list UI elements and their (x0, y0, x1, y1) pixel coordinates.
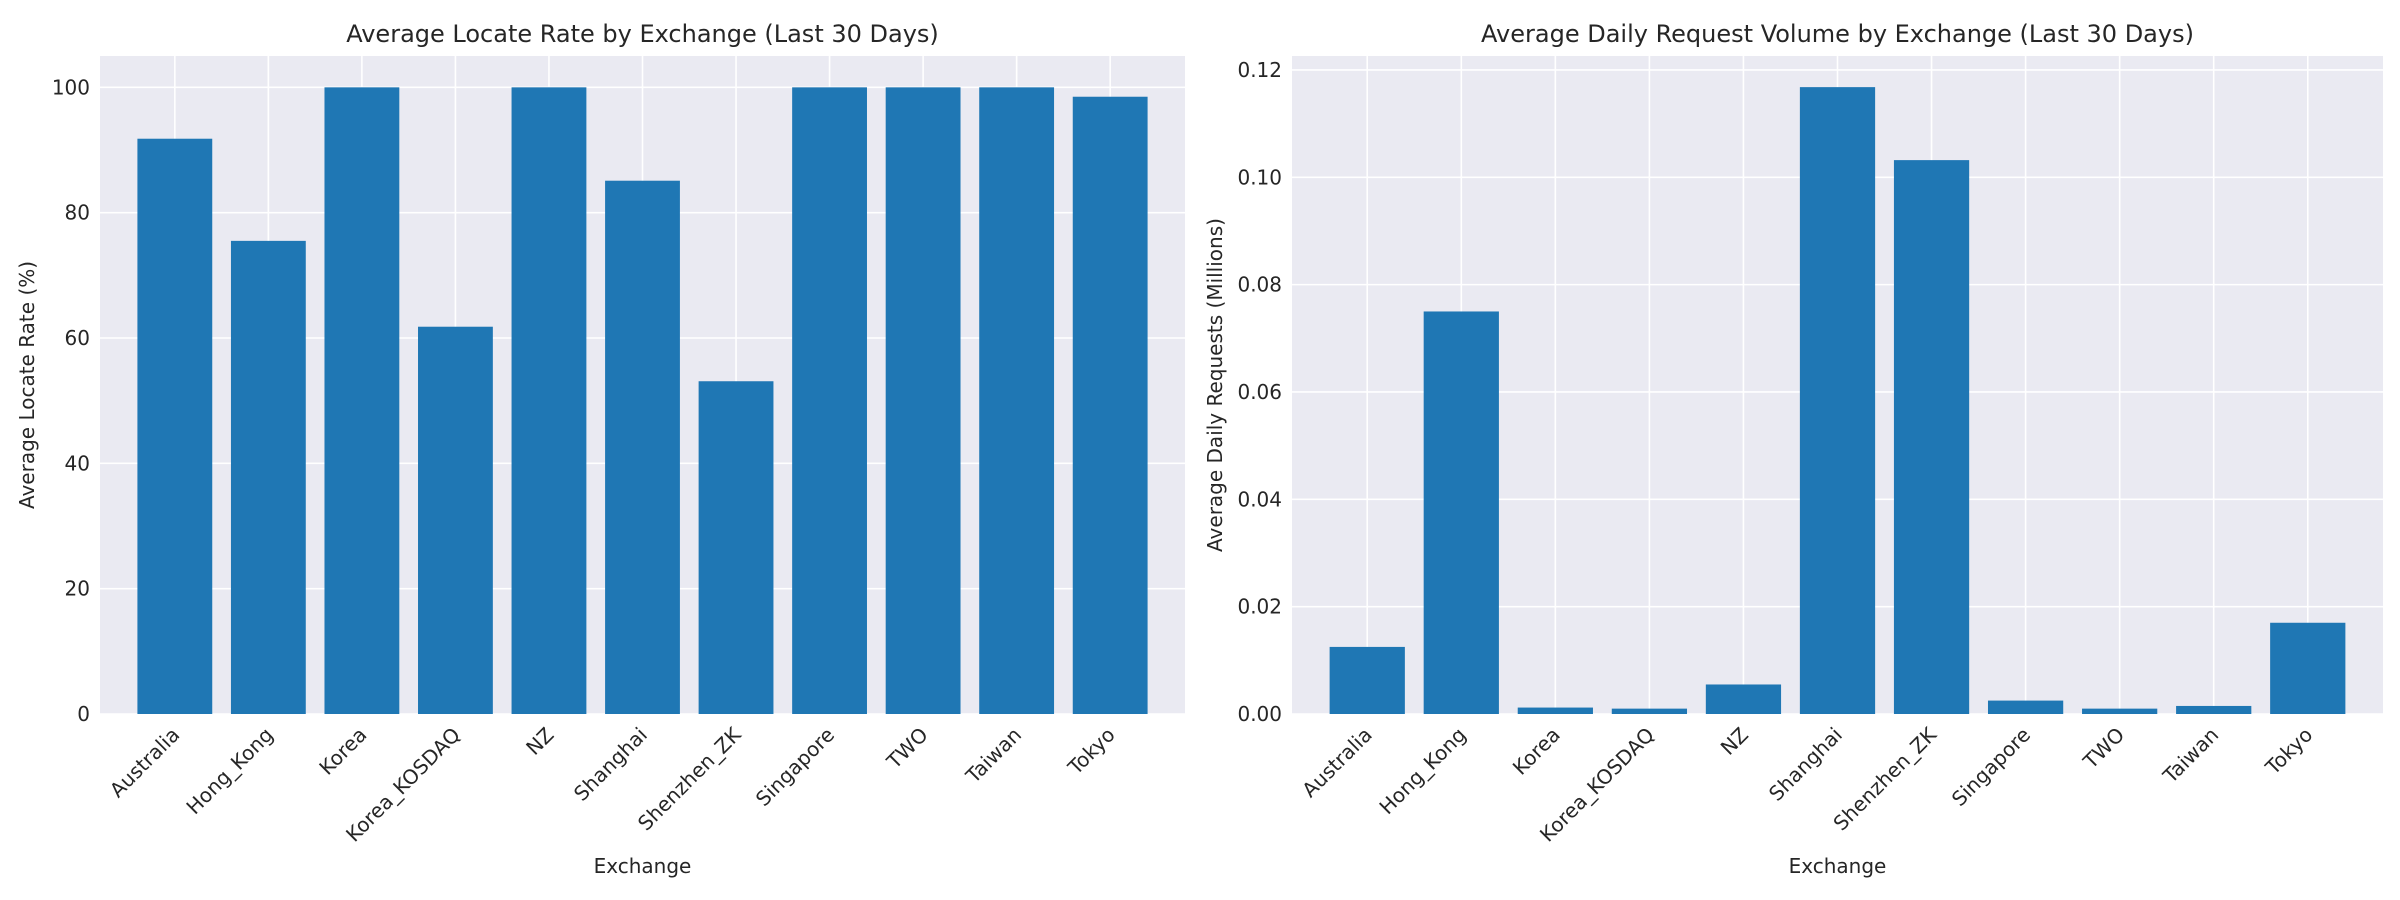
y-tick-label: 80 (65, 201, 90, 225)
bar-korea (1517, 707, 1593, 714)
bar-shanghai (1799, 87, 1876, 714)
x-tick-label: Shanghai (569, 723, 652, 806)
bar-korea (324, 87, 400, 715)
locate-rate-y-ticks: 0 20 40 60 80 100 (52, 75, 90, 726)
x-tick-label: Singapore (751, 723, 839, 811)
bar-tokyo (2270, 622, 2346, 714)
bar-shenzhen-zk (698, 381, 774, 714)
locate-rate-bars (137, 87, 1148, 715)
bar-korea-kosdaq (1611, 708, 1688, 714)
bar-two (2082, 708, 2158, 714)
bar-shenzhen-zk (1893, 160, 1970, 714)
y-tick-label: 0 (77, 702, 90, 726)
x-tick-label: NZ (521, 723, 558, 760)
y-tick-label: 0.12 (1237, 58, 1282, 82)
bar-hong-kong (1423, 311, 1499, 714)
bar-australia (137, 138, 213, 715)
locate-rate-x-axis-label: Exchange (594, 854, 692, 878)
bar-nz (511, 87, 587, 715)
x-tick-label: Australia (1297, 723, 1377, 803)
bar-shanghai (605, 180, 680, 714)
request-volume-chart-title: Average Daily Request Volume by Exchange… (1481, 20, 2194, 48)
x-tick-label: Tokyo (1062, 723, 1119, 780)
x-tick-label: TWO (881, 723, 932, 774)
x-tick-label: Korea (1508, 723, 1565, 780)
x-tick-label: Taiwan (2157, 723, 2223, 789)
bar-two (885, 87, 961, 715)
bar-singapore (1987, 700, 2064, 714)
x-tick-label: Taiwan (960, 723, 1026, 789)
y-tick-label: 0.06 (1237, 380, 1282, 404)
bar-singapore (792, 87, 867, 715)
request-volume-chart: 0.00 0.02 0.04 0.06 0.08 0.10 0.12 AustraliaHo… (1203, 20, 2383, 878)
bar-taiwan (2176, 705, 2252, 714)
x-tick-label: Australia (105, 723, 185, 803)
y-tick-label: 100 (52, 75, 90, 99)
y-tick-label: 60 (65, 326, 90, 350)
request-volume-y-ticks: 0.00 0.02 0.04 0.06 0.08 0.10 0.12 (1237, 58, 1282, 726)
y-tick-label: 20 (65, 577, 90, 601)
bar-australia (1329, 646, 1405, 714)
x-tick-label: Tokyo (2260, 723, 2317, 780)
request-volume-y-axis-label: Average Daily Requests (Millions) (1203, 218, 1227, 552)
x-tick-label: Singapore (1947, 723, 2035, 811)
x-tick-label: TWO (2078, 723, 2129, 774)
x-tick-label: NZ (1716, 723, 1753, 760)
x-tick-label: Hong_Kong (1374, 723, 1470, 819)
locate-rate-chart-title: Average Locate Rate by Exchange (Last 30… (346, 20, 939, 48)
y-tick-label: 0.08 (1237, 273, 1282, 297)
request-volume-x-axis-label: Exchange (1789, 854, 1887, 878)
y-tick-label: 0.04 (1237, 487, 1282, 511)
x-tick-label: Hong_Kong (181, 723, 277, 819)
bar-tokyo (1072, 96, 1148, 714)
x-tick-label: Korea (314, 723, 371, 780)
bar-taiwan (979, 87, 1055, 715)
y-tick-label: 0.02 (1237, 595, 1282, 619)
locate-rate-y-axis-label: Average Locate Rate (%) (15, 261, 39, 509)
y-tick-label: 0.10 (1237, 165, 1282, 189)
x-tick-label: Shanghai (1764, 723, 1847, 806)
bar-hong-kong (230, 240, 306, 714)
request-volume-bars (1329, 87, 2346, 714)
bar-korea-kosdaq (418, 326, 493, 714)
y-tick-label: 40 (65, 451, 90, 475)
y-tick-label: 0.00 (1237, 702, 1282, 726)
bar-nz (1705, 684, 1782, 714)
